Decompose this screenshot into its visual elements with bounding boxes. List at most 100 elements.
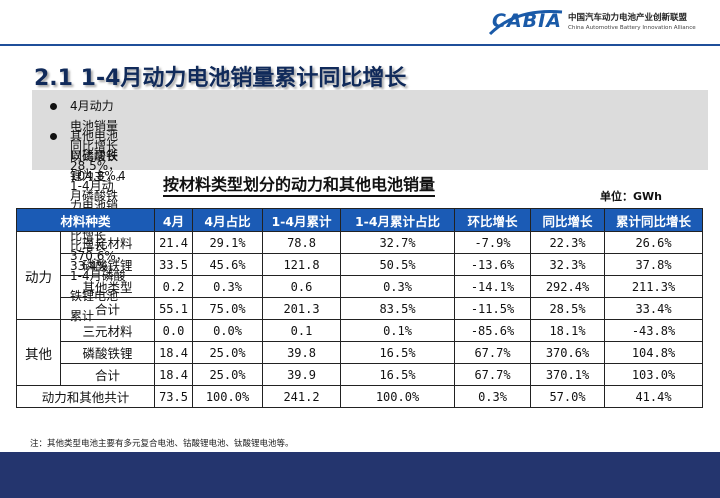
header-cell: 同比增长 bbox=[530, 208, 606, 232]
header-cell: 4月 bbox=[154, 208, 194, 232]
unit-label: 单位：GWh bbox=[600, 190, 662, 203]
value-cell: 25.0% bbox=[192, 363, 264, 386]
value-cell: 41.4% bbox=[604, 385, 704, 408]
value-cell: 32.7% bbox=[340, 231, 456, 254]
org-name-block: 中国汽车动力电池产业创新联盟 China Automotive Battery … bbox=[568, 11, 718, 31]
header-cell: 环比增长 bbox=[454, 208, 532, 232]
value-cell: -11.5% bbox=[454, 297, 532, 320]
value-cell: 39.9 bbox=[262, 363, 342, 386]
value-cell: 0.3% bbox=[192, 275, 264, 298]
value-cell: 16.5% bbox=[340, 363, 456, 386]
material-cell: 其他类型 bbox=[59, 275, 156, 298]
value-cell: 28.5% bbox=[530, 297, 606, 320]
sales-table: 材料种类 4月 4月占比 1-4月累计 1-4月累计占比 环比增长 同比增长 累… bbox=[15, 208, 704, 408]
cabia-logo: CABIA bbox=[492, 10, 562, 32]
value-cell: 292.4% bbox=[530, 275, 606, 298]
value-cell: 67.7% bbox=[454, 363, 532, 386]
header-cell: 1-4月累计 bbox=[262, 208, 342, 232]
value-cell: -7.9% bbox=[454, 231, 532, 254]
value-cell: 211.3% bbox=[604, 275, 704, 298]
header-cell: 1-4月累计占比 bbox=[340, 208, 456, 232]
table-row: 合计 18.4 25.0% 39.9 16.5% 67.7% 370.1% 10… bbox=[17, 363, 704, 386]
group-label: 其他 bbox=[16, 319, 61, 386]
value-cell: 33.4% bbox=[604, 297, 704, 320]
value-cell: 18.1% bbox=[530, 319, 606, 342]
table-row: 磷酸铁锂 33.5 45.6% 121.8 50.5% -13.6% 32.3%… bbox=[17, 253, 704, 276]
value-cell: 370.6% bbox=[530, 341, 606, 364]
table-total-row: 动力和其他共计 73.5 100.0% 241.2 100.0% 0.3% 57… bbox=[15, 385, 704, 408]
org-name-en: China Automotive Battery Innovation Alli… bbox=[568, 25, 696, 31]
value-cell: 0.3% bbox=[340, 275, 456, 298]
value-cell: 16.5% bbox=[340, 341, 456, 364]
value-cell: 73.5 bbox=[154, 385, 194, 408]
table-row: 其他类型 0.2 0.3% 0.6 0.3% -14.1% 292.4% 211… bbox=[17, 275, 704, 298]
value-cell: 18.4 bbox=[154, 341, 194, 364]
value-cell: 29.1% bbox=[192, 231, 264, 254]
value-cell: 83.5% bbox=[340, 297, 456, 320]
value-cell: 78.8 bbox=[262, 231, 342, 254]
material-cell: 磷酸铁锂 bbox=[59, 341, 156, 364]
value-cell: 0.2 bbox=[154, 275, 194, 298]
material-cell: 合计 bbox=[59, 297, 156, 320]
cabia-logo-swoosh-icon bbox=[488, 9, 563, 36]
org-name-cn: 中国汽车动力电池产业创新联盟 bbox=[568, 13, 688, 23]
value-cell: 18.4 bbox=[154, 363, 194, 386]
value-cell: 100.0% bbox=[192, 385, 264, 408]
header-divider bbox=[0, 44, 720, 46]
footnote: 注：其他类型电池主要有多元复合电池、钴酸锂电池、钛酸锂电池等。 bbox=[30, 439, 294, 449]
value-cell: 50.5% bbox=[340, 253, 456, 276]
value-cell: 0.1% bbox=[340, 319, 456, 342]
table-header-row: 材料种类 4月 4月占比 1-4月累计 1-4月累计占比 环比增长 同比增长 累… bbox=[15, 208, 704, 232]
value-cell: 22.3% bbox=[530, 231, 606, 254]
value-cell: 21.4 bbox=[154, 231, 194, 254]
table-row: 磷酸铁锂 18.4 25.0% 39.8 16.5% 67.7% 370.6% … bbox=[17, 341, 704, 364]
value-cell: 39.8 bbox=[262, 341, 342, 364]
table-row: 合计 55.1 75.0% 201.3 83.5% -11.5% 28.5% 3… bbox=[17, 297, 704, 320]
value-cell: 0.3% bbox=[454, 385, 532, 408]
material-cell: 合计 bbox=[59, 363, 156, 386]
value-cell: 26.6% bbox=[604, 231, 704, 254]
bullet-dot-icon bbox=[50, 133, 57, 140]
slide-header: CABIA 中国汽车动力电池产业创新联盟 China Automotive Ba… bbox=[0, 0, 720, 48]
summary-box: 4月动力电池销量同比增长28.5%，1-4月动力电池销量累计同比增长33.4%。… bbox=[32, 90, 708, 323]
value-cell: 0.6 bbox=[262, 275, 342, 298]
value-cell: 121.8 bbox=[262, 253, 342, 276]
header-cell: 累计同比增长 bbox=[604, 208, 704, 232]
value-cell: 104.8% bbox=[604, 341, 704, 364]
value-cell: 37.8% bbox=[604, 253, 704, 276]
material-cell: 三元材料 bbox=[59, 231, 156, 254]
value-cell: 33.5 bbox=[154, 253, 194, 276]
table-row: 动力 三元材料 21.4 29.1% 78.8 32.7% -7.9% 22.3… bbox=[16, 231, 704, 320]
value-cell: 103.0% bbox=[604, 363, 704, 386]
value-cell: -13.6% bbox=[454, 253, 532, 276]
value-cell: 100.0% bbox=[340, 385, 456, 408]
header-cell: 材料种类 bbox=[15, 208, 156, 232]
value-cell: 241.2 bbox=[262, 385, 342, 408]
value-cell: 67.7% bbox=[454, 341, 532, 364]
value-cell: 57.0% bbox=[530, 385, 606, 408]
bullet-text: 同比增长104.8%。 bbox=[70, 149, 128, 183]
value-cell: 32.3% bbox=[530, 253, 606, 276]
value-cell: 55.1 bbox=[154, 297, 194, 320]
header-cell: 4月占比 bbox=[192, 208, 264, 232]
value-cell: -85.6% bbox=[454, 319, 532, 342]
value-cell: -43.8% bbox=[604, 319, 704, 342]
material-cell: 三元材料 bbox=[59, 319, 156, 342]
value-cell: 0.0% bbox=[192, 319, 264, 342]
value-cell: 45.6% bbox=[192, 253, 264, 276]
value-cell: 0.0 bbox=[154, 319, 194, 342]
value-cell: 75.0% bbox=[192, 297, 264, 320]
slide-title: 2.1 1-4月动力电池销量累计同比增长 bbox=[34, 66, 407, 91]
value-cell: 370.1% bbox=[530, 363, 606, 386]
value-cell: 0.1 bbox=[262, 319, 342, 342]
table-row: 其他 三元材料 0.0 0.0% 0.1 0.1% -85.6% 18.1% -… bbox=[16, 319, 704, 386]
value-cell: 201.3 bbox=[262, 297, 342, 320]
value-cell: -14.1% bbox=[454, 275, 532, 298]
table-title: 按材料类型划分的动力和其他电池销量 bbox=[163, 174, 436, 197]
material-cell: 磷酸铁锂 bbox=[59, 253, 156, 276]
total-label: 动力和其他共计 bbox=[15, 385, 156, 408]
bullet-dot-icon bbox=[50, 103, 57, 110]
group-label: 动力 bbox=[16, 231, 61, 320]
footer-band bbox=[0, 452, 720, 498]
value-cell: 25.0% bbox=[192, 341, 264, 364]
